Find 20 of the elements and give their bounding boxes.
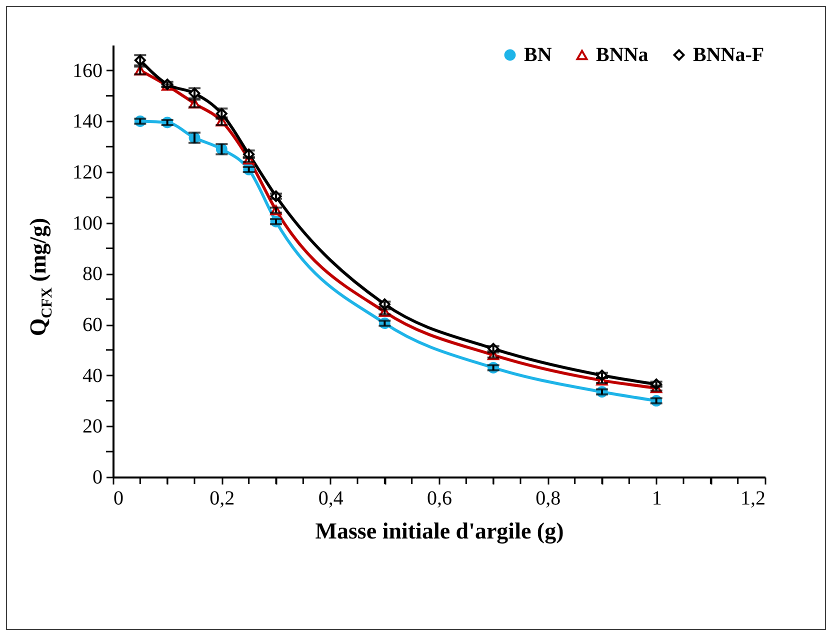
- legend-label: BNNa: [596, 44, 648, 66]
- x-tick-label: 0,6: [427, 488, 452, 510]
- x-tick-label: 0,8: [536, 488, 561, 510]
- y-tick-label: 100: [72, 212, 102, 234]
- y-tick-label: 0: [92, 466, 102, 488]
- x-tick-label: 1,2: [740, 488, 766, 510]
- y-tick-label: 120: [72, 162, 102, 184]
- x-tick-label: 0: [114, 488, 124, 510]
- x-axis-title: Masse initiale d'argile (g): [315, 518, 564, 544]
- x-tick-label: 0,4: [318, 488, 344, 510]
- y-tick-label: 60: [82, 314, 102, 336]
- y-tick-label: 40: [82, 364, 102, 387]
- legend-label: BNNa-F: [693, 44, 764, 66]
- y-tick-label: 160: [72, 60, 102, 82]
- x-tick-label: 1: [652, 488, 662, 510]
- y-tick-label: 80: [82, 263, 102, 286]
- legend-label: BN: [524, 44, 552, 66]
- y-tick-label: 140: [72, 110, 102, 133]
- x-tick-label: 0,2: [210, 488, 235, 510]
- y-tick-label: 20: [82, 416, 102, 438]
